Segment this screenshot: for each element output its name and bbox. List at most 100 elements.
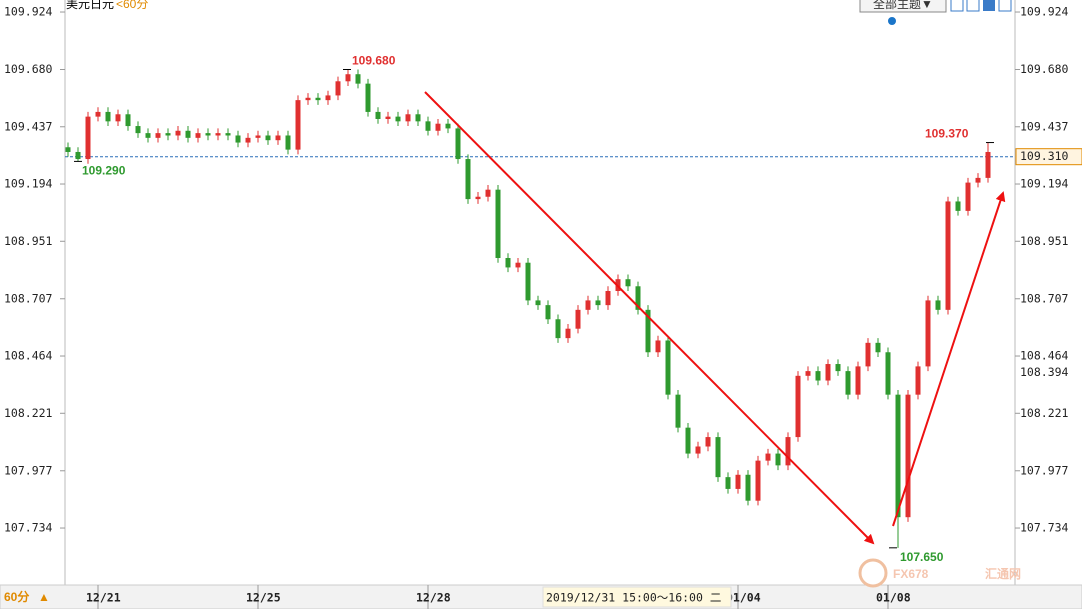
candle-body [855, 366, 861, 395]
candle-body [955, 201, 961, 211]
period-button[interactable]: 60分 [4, 589, 29, 604]
candle-body [235, 135, 241, 143]
watermark-brand: FX678 [893, 567, 929, 581]
y-tick-label-right: 108.221 [1020, 406, 1069, 420]
candle-body [655, 340, 661, 353]
candle-body [685, 427, 691, 454]
candle-body [725, 477, 731, 489]
candle-body [605, 290, 611, 306]
y-tick-label-right: 107.734 [1020, 521, 1069, 535]
candle-body [965, 182, 971, 211]
candle-body [485, 189, 491, 197]
price-tag-label: 109.310 [1020, 149, 1069, 163]
candle-body [985, 151, 991, 178]
candle-body [125, 114, 131, 127]
candle-body [895, 394, 901, 518]
icon[interactable] [950, 0, 964, 12]
candle-body [595, 300, 601, 306]
candle-body [445, 123, 451, 129]
candle-body [195, 133, 201, 138]
y-tick-label-right: 108.707 [1020, 291, 1069, 305]
icon[interactable] [983, 0, 995, 11]
candle-body [475, 196, 481, 200]
y-tick-label: 107.977 [4, 463, 53, 477]
trend-arrow [892, 191, 1006, 527]
extreme-label: 109.370 [925, 127, 969, 141]
y-tick-label-right: 108.951 [1020, 234, 1069, 248]
x-axis-bar [0, 584, 1082, 610]
candle-body [255, 135, 261, 138]
candle-body [745, 474, 751, 501]
candle-body [295, 100, 301, 150]
candle-body [645, 309, 651, 353]
extreme-label: 109.680 [352, 54, 396, 68]
toolbar-icons [950, 0, 1012, 12]
candle-body [695, 446, 701, 454]
candle-body [565, 328, 571, 339]
candle-body [225, 133, 231, 136]
candle-body [425, 121, 431, 131]
candle-body [765, 453, 771, 461]
candle-body [275, 135, 281, 141]
candle-body [135, 126, 141, 134]
candle-body [775, 453, 781, 466]
candle-body [75, 151, 81, 160]
candle-body [405, 114, 411, 122]
candle-body [105, 111, 111, 122]
candle-body [175, 130, 181, 136]
icon[interactable] [998, 0, 1012, 12]
candle-body [325, 95, 331, 101]
candle-body [215, 133, 221, 136]
y-tick-label: 109.680 [4, 62, 53, 76]
candle-body [375, 111, 381, 119]
y-tick-label-right: 109.924 [1020, 5, 1069, 19]
candle-body [535, 300, 541, 306]
candle-body [85, 116, 91, 160]
y-tick-label: 107.734 [4, 521, 53, 535]
candle-body [795, 375, 801, 438]
price-tag-label: 108.394 [1020, 365, 1069, 379]
chart-title: 美元日元 [66, 0, 114, 11]
extreme-label: 107.650 [900, 550, 944, 564]
y-tick-label: 108.221 [4, 406, 53, 420]
y-tick-label-right: 107.977 [1020, 463, 1069, 477]
candle-body [715, 437, 721, 478]
candle-body [435, 123, 441, 131]
candle-body [305, 97, 311, 101]
candle-body [835, 364, 841, 372]
candle-body [935, 300, 941, 310]
candle-body [625, 279, 631, 287]
candle-body [925, 300, 931, 367]
candle-body [665, 340, 671, 395]
y-tick-label-right: 108.464 [1020, 349, 1069, 363]
candle-body [155, 133, 161, 138]
crosshair-label: 2019/12/31 15:00～16:00 二 [546, 591, 721, 605]
candle-body [95, 111, 101, 117]
candle-body [495, 189, 501, 259]
candle-body [785, 437, 791, 466]
candle-body [415, 114, 421, 122]
candle-body [165, 133, 171, 136]
watermark-logo [858, 558, 888, 588]
theme-button-label[interactable]: 全部主题▼ [873, 0, 933, 11]
theme-button[interactable] [859, 0, 947, 13]
icon[interactable] [966, 0, 980, 12]
x-labels: 12/21 12/25 12/28 01/04 01/08 [86, 585, 911, 609]
candle-body [575, 309, 581, 329]
candle-body [355, 74, 361, 84]
candle-body [635, 286, 641, 310]
x-tick-label: 01/08 [876, 591, 911, 605]
x-tick-label: 12/28 [416, 591, 451, 605]
price-tag-box [1015, 148, 1082, 166]
candle-body [345, 74, 351, 82]
candle-body [145, 133, 151, 138]
extreme-label: 109.290 [82, 164, 126, 178]
period-arrow[interactable]: ▲ [38, 590, 50, 604]
period: <60分 [116, 0, 148, 11]
candle-body [265, 135, 271, 141]
candle-body [545, 305, 551, 320]
candle-body [735, 474, 741, 489]
candle-body [885, 352, 891, 395]
candle-body [825, 364, 831, 381]
candle-body [385, 116, 391, 119]
